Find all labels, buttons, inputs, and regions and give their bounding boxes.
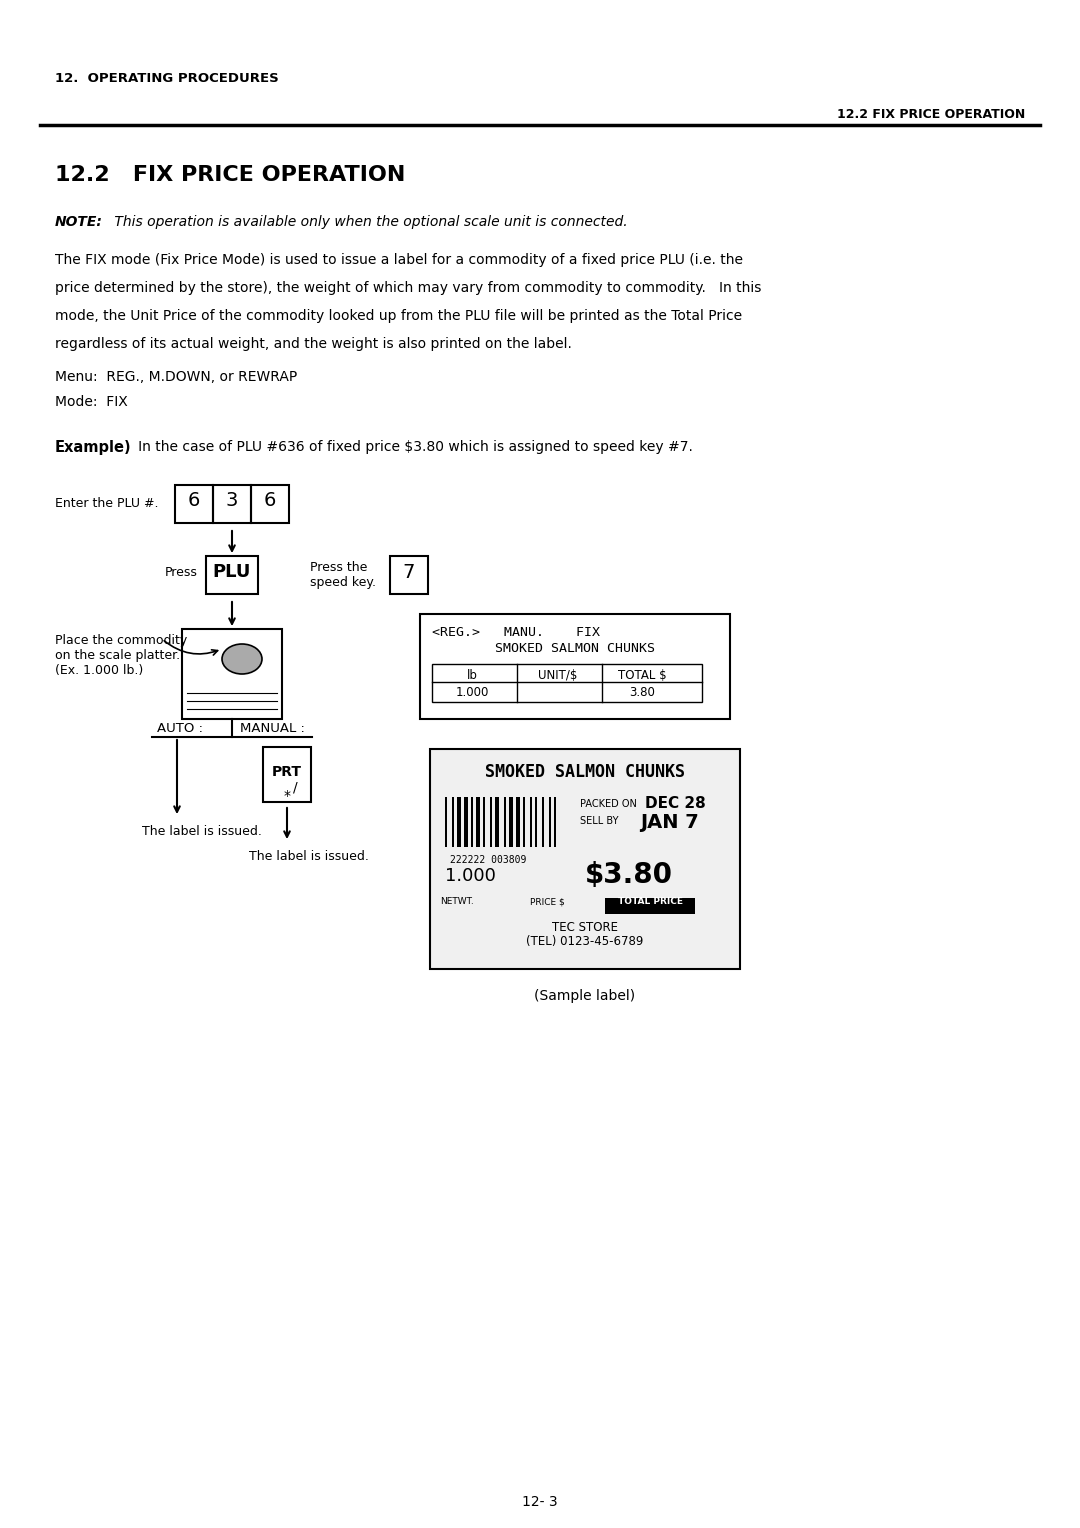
Text: The FIX mode (Fix Price Mode) is used to issue a label for a commodity of a fixe: The FIX mode (Fix Price Mode) is used to…	[55, 254, 743, 267]
Bar	[175, 484, 213, 523]
Bar	[523, 798, 525, 847]
Bar	[251, 484, 289, 523]
Text: 3.80: 3.80	[630, 686, 656, 698]
Bar	[390, 556, 428, 594]
Bar	[420, 614, 730, 720]
Text: 12- 3: 12- 3	[523, 1494, 557, 1510]
Text: DEC 28: DEC 28	[645, 796, 705, 811]
Text: PLU: PLU	[213, 562, 252, 581]
Text: The label is issued.: The label is issued.	[141, 825, 261, 837]
Text: Example): Example)	[55, 440, 132, 455]
Text: SMOKED SALMON CHUNKS: SMOKED SALMON CHUNKS	[485, 762, 685, 781]
Bar	[183, 630, 282, 720]
Text: In the case of PLU #636 of fixed price $3.80 which is assigned to speed key #7.: In the case of PLU #636 of fixed price $…	[125, 440, 693, 454]
Bar	[445, 798, 447, 847]
Text: Enter the PLU #.: Enter the PLU #.	[55, 497, 159, 510]
Text: SELL BY: SELL BY	[580, 816, 619, 827]
Bar	[535, 798, 537, 847]
Bar	[476, 798, 480, 847]
Text: 3: 3	[226, 490, 239, 509]
Text: TOTAL PRICE: TOTAL PRICE	[618, 897, 683, 906]
Bar	[457, 798, 461, 847]
Text: (Sample label): (Sample label)	[535, 989, 635, 1002]
Text: Mode:  FIX: Mode: FIX	[55, 396, 127, 410]
Bar	[432, 665, 702, 701]
Bar	[509, 798, 513, 847]
Text: AUTO :: AUTO :	[157, 723, 203, 735]
Bar	[206, 556, 258, 594]
Bar	[516, 798, 519, 847]
Text: TOTAL $: TOTAL $	[618, 669, 666, 681]
Text: <REG.>   MANU.    FIX: <REG.> MANU. FIX	[432, 626, 600, 639]
Bar	[483, 798, 485, 847]
Text: PRT: PRT	[272, 766, 302, 779]
Text: price determined by the store), the weight of which may vary from commodity to c: price determined by the store), the weig…	[55, 281, 761, 295]
Text: TEC STORE: TEC STORE	[552, 921, 618, 934]
Text: (Ex. 1.000 lb.): (Ex. 1.000 lb.)	[55, 665, 144, 677]
Text: This operation is available only when the optional scale unit is connected.: This operation is available only when th…	[110, 215, 627, 229]
Text: UNIT/$: UNIT/$	[538, 669, 577, 681]
Text: Menu:  REG., M.DOWN, or REWRAP: Menu: REG., M.DOWN, or REWRAP	[55, 370, 297, 384]
Bar	[504, 798, 507, 847]
Bar	[471, 798, 473, 847]
Text: SMOKED SALMON CHUNKS: SMOKED SALMON CHUNKS	[495, 642, 654, 656]
Text: speed key.: speed key.	[310, 576, 376, 588]
Bar	[554, 798, 556, 847]
Text: /: /	[293, 779, 297, 795]
Text: 12.  OPERATING PROCEDURES: 12. OPERATING PROCEDURES	[55, 72, 279, 86]
Bar	[495, 798, 499, 847]
Bar	[430, 749, 740, 969]
Bar	[530, 798, 532, 847]
Bar	[549, 798, 551, 847]
Text: 6: 6	[264, 490, 276, 509]
Text: 222222 003809: 222222 003809	[450, 856, 526, 865]
Text: Press: Press	[165, 565, 198, 579]
Bar	[490, 798, 492, 847]
Text: 1.000: 1.000	[456, 686, 489, 698]
Text: (TEL) 0123-45-6789: (TEL) 0123-45-6789	[526, 935, 644, 947]
Text: PACKED ON: PACKED ON	[580, 799, 637, 808]
Bar	[213, 484, 251, 523]
Text: NETWT.: NETWT.	[440, 897, 474, 906]
Ellipse shape	[222, 643, 262, 674]
Text: $3.80: $3.80	[585, 860, 673, 889]
Text: 6: 6	[188, 490, 200, 509]
Text: lb: lb	[467, 669, 478, 681]
Text: 1.000: 1.000	[445, 866, 496, 885]
Bar	[542, 798, 544, 847]
Text: NOTE:: NOTE:	[55, 215, 103, 229]
Bar	[264, 747, 311, 802]
Text: JAN 7: JAN 7	[640, 813, 699, 833]
Bar	[453, 798, 454, 847]
Text: Place the commodity: Place the commodity	[55, 634, 187, 646]
Text: 12.2 FIX PRICE OPERATION: 12.2 FIX PRICE OPERATION	[837, 108, 1025, 121]
Bar	[464, 798, 468, 847]
Bar	[605, 898, 696, 914]
Text: The label is issued.: The label is issued.	[249, 850, 369, 863]
Text: mode, the Unit Price of the commodity looked up from the PLU file will be printe: mode, the Unit Price of the commodity lo…	[55, 309, 742, 322]
Text: 7: 7	[403, 562, 415, 582]
Text: *: *	[283, 788, 291, 804]
Text: on the scale platter.: on the scale platter.	[55, 649, 180, 662]
Text: Press the: Press the	[310, 561, 367, 575]
Text: regardless of its actual weight, and the weight is also printed on the label.: regardless of its actual weight, and the…	[55, 338, 572, 351]
Text: PRICE $: PRICE $	[530, 897, 565, 906]
Text: 12.2   FIX PRICE OPERATION: 12.2 FIX PRICE OPERATION	[55, 165, 405, 185]
Text: MANUAL :: MANUAL :	[240, 723, 305, 735]
